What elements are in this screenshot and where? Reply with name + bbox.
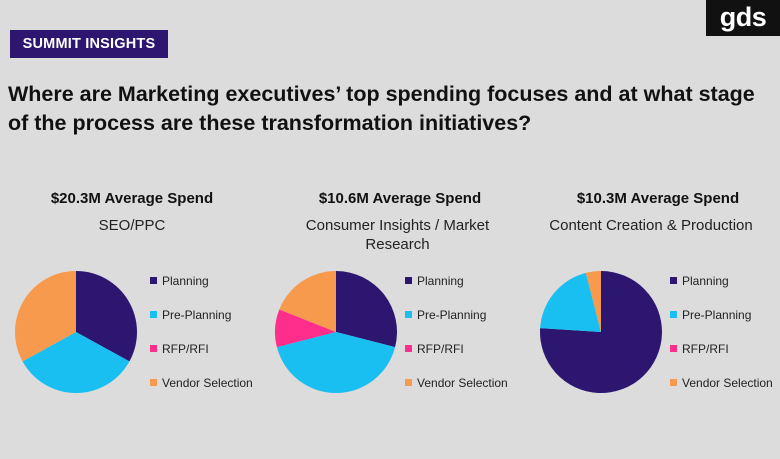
pie-slice-vendor-selection <box>15 271 76 362</box>
pie-slice-pre-planning <box>276 332 396 393</box>
pie-chart <box>15 271 137 393</box>
pie-chart <box>539 271 662 393</box>
pie-slice-planning <box>539 271 662 393</box>
pie-slice-vendor-selection <box>585 271 601 332</box>
legend-item: Pre-Planning <box>405 308 486 322</box>
legend-swatch <box>405 311 412 318</box>
legend-item: RFP/RFI <box>150 342 209 356</box>
pie-slice-pre-planning <box>540 272 601 332</box>
legend-label: Vendor Selection <box>682 376 773 390</box>
legend-swatch <box>405 345 412 352</box>
legend-swatch <box>150 311 157 318</box>
legend-label: Planning <box>417 274 464 288</box>
legend-swatch <box>670 379 677 386</box>
legend-item: RFP/RFI <box>405 342 464 356</box>
legend-swatch <box>670 345 677 352</box>
legend-item: RFP/RFI <box>670 342 729 356</box>
gds-logo: gds <box>706 0 780 36</box>
chart-title: $10.6M Average Spend <box>318 190 482 207</box>
legend-swatch <box>405 277 412 284</box>
legend-item: Pre-Planning <box>670 308 751 322</box>
legend-swatch <box>670 277 677 284</box>
legend-item: Vendor Selection <box>405 376 508 390</box>
chart-category: Content Creation & Production <box>549 217 753 234</box>
chart-title: $20.3M Average Spend <box>50 190 214 207</box>
chart-panel-3: $10.3M Average Spend Content Creation & … <box>528 188 780 408</box>
legend-item: Vendor Selection <box>150 376 253 390</box>
pie-slice-pre-planning <box>22 332 130 393</box>
legend-swatch <box>150 345 157 352</box>
legend-label: Planning <box>162 274 209 288</box>
pie-slice-planning <box>76 271 137 362</box>
chart-panel-1: $20.3M Average Spend SEO/PPC Planning Pre… <box>10 188 270 408</box>
legend-label: RFP/RFI <box>417 342 464 356</box>
chart-title: $10.3M Average Spend <box>576 190 740 207</box>
pie-slice-planning <box>336 271 397 348</box>
chart-panel-2: $10.6M Average Spend Consumer Insights /… <box>270 188 530 408</box>
legend-swatch <box>670 311 677 318</box>
legend-item: Planning <box>150 274 209 288</box>
summit-insights-badge: SUMMIT INSIGHTS <box>10 30 168 58</box>
legend-label: Vendor Selection <box>417 376 508 390</box>
legend-label: Pre-Planning <box>682 308 752 322</box>
headline: Where are Marketing executives’ top spen… <box>8 82 755 135</box>
legend-label: Planning <box>682 274 729 288</box>
legend-item: Vendor Selection <box>670 376 773 390</box>
pie-slice-vendor-selection <box>279 271 336 332</box>
legend-label: Pre-Planning <box>417 308 487 322</box>
legend-label: RFP/RFI <box>162 342 209 356</box>
chart-category: Consumer Insights / Market Research <box>305 217 490 253</box>
legend-swatch <box>405 379 412 386</box>
legend-item: Pre-Planning <box>150 308 231 322</box>
pie-slice-rfp-rfi <box>275 309 336 348</box>
pie-chart <box>275 271 397 393</box>
chart-category: SEO/PPC <box>98 217 166 234</box>
legend-label: RFP/RFI <box>682 342 729 356</box>
legend-label: Vendor Selection <box>162 376 253 390</box>
legend-item: Planning <box>405 274 464 288</box>
legend-label: Pre-Planning <box>162 308 232 322</box>
legend-swatch <box>150 277 157 284</box>
legend-item: Planning <box>670 274 729 288</box>
legend-swatch <box>150 379 157 386</box>
